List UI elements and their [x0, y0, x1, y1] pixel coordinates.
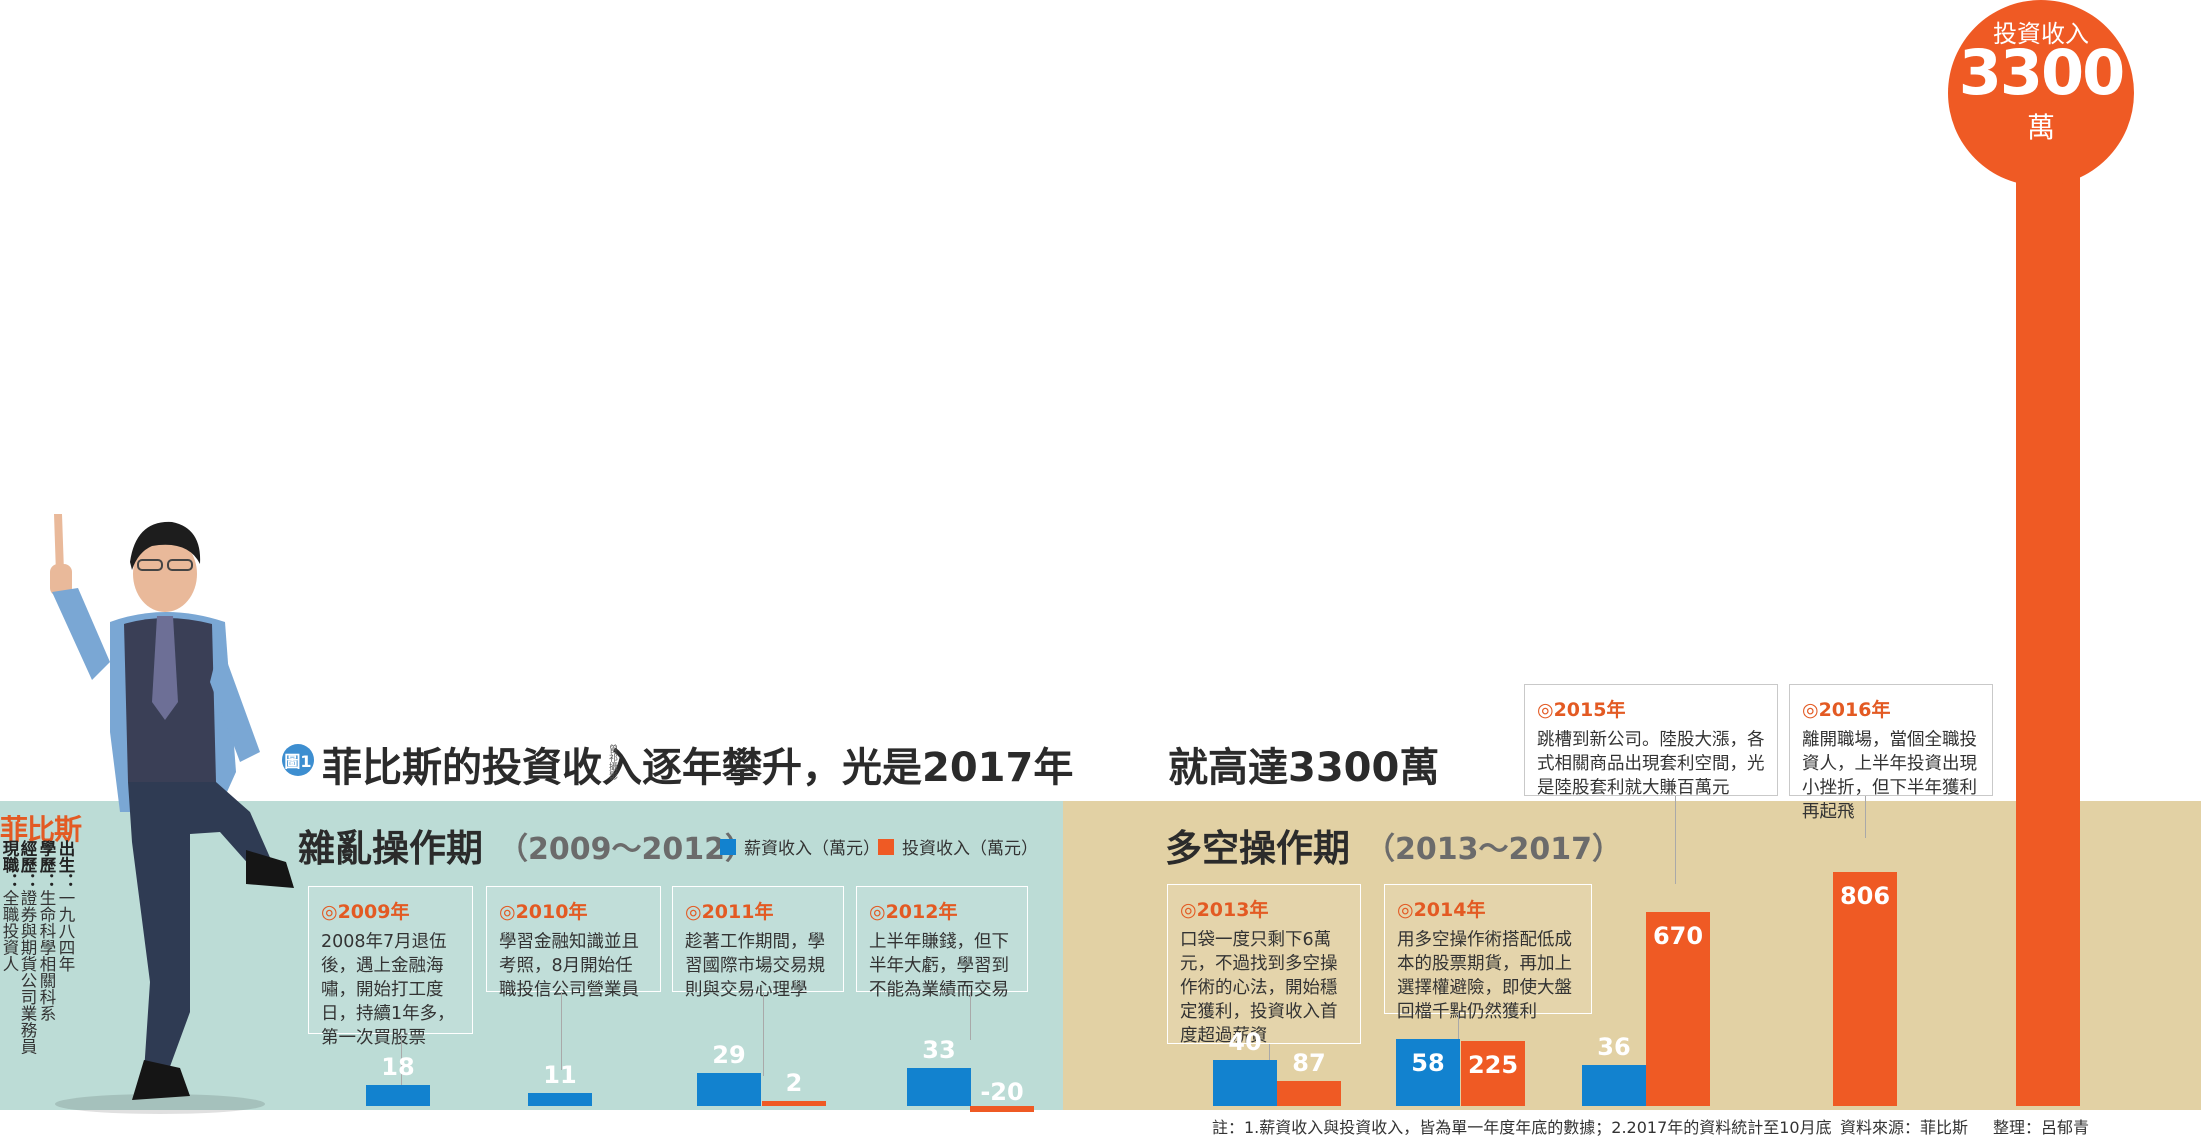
investment-bar-2017: [2016, 154, 2080, 1106]
note-2013-text: 口袋一度只剩下6萬元，不過找到多空操作術的心法，開始穩定獲利，投資收入首度超過薪…: [1180, 930, 1338, 1046]
period-title-chaotic: 雜亂操作期: [298, 827, 483, 870]
profile-birth-value: 一九八四年: [56, 889, 75, 973]
period-title-long-short: 多空操作期: [1165, 827, 1350, 870]
footnote-note: 註：1.薪資收入與投資收入，皆為單一年度年底的數據；2.2017年的資料統計至1…: [1212, 1118, 1832, 1137]
period-range-long-short: （2013～2017）: [1365, 832, 1622, 867]
investment-label-2012: -20: [980, 1078, 1024, 1106]
person-photo: [50, 514, 294, 1114]
note-2015: ◎2015年 跳槽到新公司。陸股大漲，各式相關商品出現套利空間，光是陸股套利就大…: [1524, 684, 1778, 798]
connector-2009: [401, 1034, 402, 1100]
note-2014: ◎2014年 用多空操作術搭配低成本的股票期貨，再加上選擇權避險，即使大盤回檔千…: [1384, 884, 1592, 1022]
salary-bar-2012: [907, 1068, 971, 1106]
profile-current-job-key: 現職：: [0, 840, 19, 890]
footnote-editor: 整理：呂郁青: [1993, 1118, 2090, 1137]
note-2010: ◎2010年 學習金融知識並且考照，8月開始任職投信公司營業員: [486, 886, 661, 1000]
note-2015-year: ◎2015年: [1537, 699, 1626, 721]
period-band-long-short: [1063, 801, 2201, 1110]
connector-2015: [1675, 796, 1676, 884]
note-2012: ◎2012年 上半年賺錢，但下半年大虧，學習到不能為業績而交易: [856, 886, 1028, 1000]
connector-2013: [1269, 1044, 1270, 1074]
highlight-label: 投資收入: [1993, 20, 2089, 48]
connector-2016: [1865, 796, 1866, 838]
highlight-unit: 萬: [2026, 111, 2055, 144]
note-2015-text: 跳槽到新公司。陸股大漲，各式相關商品出現套利空間，光是陸股套利就大賺百萬元: [1537, 730, 1765, 798]
salary-bar-2011: [697, 1072, 761, 1106]
highlight-circle: 投資收入 3300 萬: [1948, 0, 2134, 186]
salary-bar-2015: [1582, 1064, 1646, 1106]
period-range-chaotic: （2009～2012）: [498, 832, 755, 867]
investment-bar-2011: [762, 1101, 826, 1106]
salary-bar-2010: [528, 1093, 592, 1106]
investment-label-2013: 87: [1292, 1048, 1326, 1077]
note-2009: ◎2009年 2008年7月退伍後，遇上金融海嘯，開始打工度日，持續1年多，第一…: [308, 886, 473, 1048]
legend-salary: 薪資收入（萬元）: [720, 834, 880, 859]
note-2010-text: 學習金融知識並且考照，8月開始任職投信公司營業員: [499, 932, 639, 1000]
legend-investment-label: 投資收入（萬元）: [902, 839, 1038, 859]
salary-bar-2009: [366, 1085, 430, 1106]
investment-label-2015: 670: [1652, 921, 1704, 950]
note-2009-text: 2008年7月退伍後，遇上金融海嘯，開始打工度日，持續1年多，第一次買股票: [321, 932, 455, 1048]
headline-part1: 菲比斯的投資收入逐年攀升，光是2017年: [322, 745, 1074, 791]
salary-bar-2013: [1213, 1060, 1277, 1106]
note-2011-year: ◎2011年: [685, 901, 774, 923]
investment-label-2014: 225: [1467, 1050, 1519, 1079]
salary-label-2014: 58: [1411, 1049, 1445, 1078]
investment-label-2016: 806: [1839, 882, 1891, 911]
note-2013: ◎2013年 口袋一度只剩下6萬元，不過找到多空操作術的心法，開始穩定獲利，投資…: [1167, 884, 1361, 1046]
investment-bar-2016: [1833, 872, 1897, 1106]
profile-birth: 出生：一九八四年: [56, 840, 75, 972]
investment-bar-2013: [1277, 1080, 1341, 1106]
note-2014-year: ◎2014年: [1397, 899, 1486, 921]
salary-label-2012: 33: [922, 1036, 956, 1065]
connector-2014: [1458, 1014, 1459, 1044]
note-2016-year: ◎2016年: [1802, 699, 1891, 721]
highlight-value: 3300: [1958, 36, 2126, 109]
note-2011-text: 趁著工作期間，學習國際市場交易規則與交易心理學: [685, 932, 825, 1000]
profile-birth-key: 出生：: [56, 840, 75, 890]
salary-label-2010: 11: [543, 1061, 577, 1090]
investment-bar-2015: [1646, 911, 1710, 1106]
profile-experience: 經歷：證券與期貨公司業務員: [18, 840, 37, 1055]
connector-2012: [970, 992, 971, 1040]
salary-label-2013: 40: [1228, 1028, 1262, 1056]
investment-label-2011: 2: [785, 1069, 803, 1097]
salary-label-2015: 36: [1597, 1032, 1631, 1061]
footnote-source: 資料來源：菲比斯: [1840, 1118, 1969, 1137]
legend-salary-label: 薪資收入（萬元）: [744, 839, 880, 859]
profile-name: 菲比斯: [0, 813, 82, 846]
note-2016: ◎2016年 離開職場，當個全職投資人，上半年投資出現小挫折，但下半年獲利再起飛: [1789, 684, 1993, 822]
connector-2011: [763, 992, 764, 1076]
figure-badge: 圖1: [282, 744, 314, 776]
profile-education: 學歷：生命科學相關科系: [37, 840, 56, 1022]
note-2013-year: ◎2013年: [1180, 899, 1269, 921]
photo-credit: 曾祁攝影: [607, 744, 617, 780]
salary-bar-2014: [1396, 1039, 1460, 1106]
note-2009-year: ◎2009年: [321, 901, 410, 923]
profile-current-job-value: 全職投資人: [0, 889, 19, 973]
connector-2010: [561, 992, 562, 1070]
note-2016-text: 離開職場，當個全職投資人，上半年投資出現小挫折，但下半年獲利再起飛: [1802, 730, 1977, 822]
investment-bar-2012: [970, 1106, 1034, 1112]
note-2012-text: 上半年賺錢，但下半年大虧，學習到不能為業績而交易: [869, 932, 1009, 1000]
note-2010-year: ◎2010年: [499, 901, 588, 923]
note-2012-year: ◎2012年: [869, 901, 958, 923]
salary-label-2011: 29: [712, 1040, 746, 1069]
profile-experience-value: 證券與期貨公司業務員: [18, 889, 37, 1055]
profile-experience-key: 經歷：: [18, 840, 37, 890]
profile-current-job: 現職：全職投資人: [0, 840, 19, 972]
legend-salary-swatch: [720, 838, 736, 855]
legend-investment-swatch: [878, 838, 894, 855]
profile-education-key: 學歷：: [37, 840, 56, 890]
headline-part2: 就高達3300萬: [1168, 745, 1440, 791]
note-2014-text: 用多空操作術搭配低成本的股票期貨，再加上選擇權避險，即使大盤回檔千點仍然獲利: [1397, 930, 1572, 1022]
profile-education-value: 生命科學相關科系: [37, 889, 56, 1022]
legend-investment: 投資收入（萬元）: [878, 834, 1038, 859]
investment-bar-2014: [1461, 1040, 1525, 1106]
note-2011: ◎2011年 趁著工作期間，學習國際市場交易規則與交易心理學: [672, 886, 844, 1000]
salary-label-2009: 18: [381, 1053, 415, 1082]
